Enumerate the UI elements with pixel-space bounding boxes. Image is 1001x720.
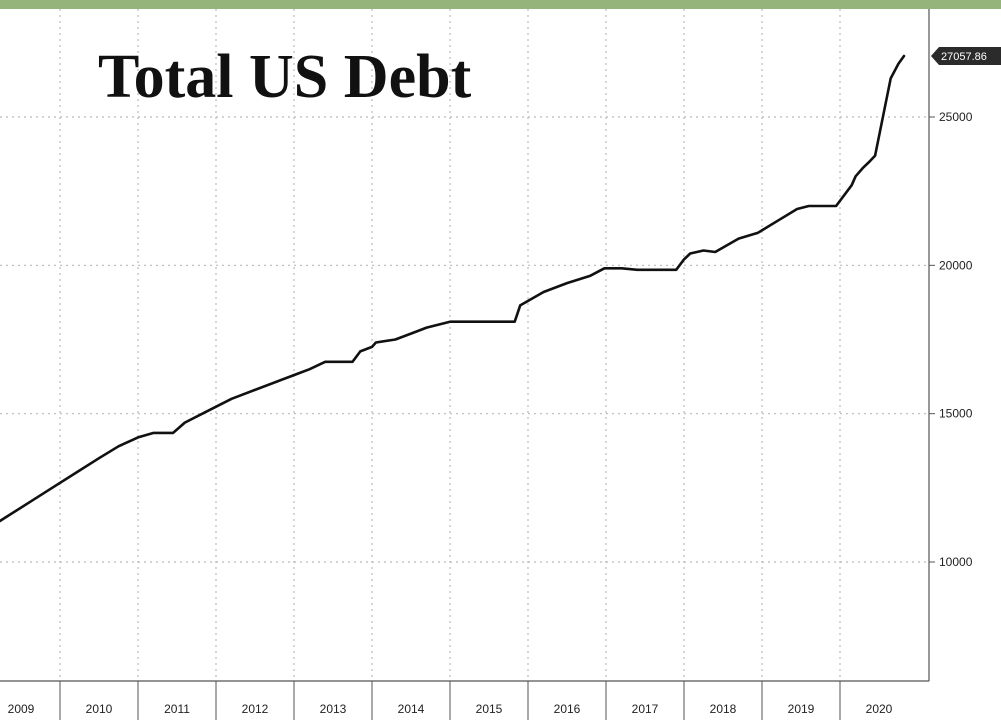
x-tick-label: 2010 bbox=[86, 702, 113, 716]
x-tick-label: 2017 bbox=[632, 702, 659, 716]
last-value-tag: 27057.86 bbox=[931, 46, 1001, 65]
x-tick-label: 2020 bbox=[866, 702, 893, 716]
x-tick-label: 2018 bbox=[710, 702, 737, 716]
axis-layer bbox=[0, 9, 935, 720]
x-tick-label: 2015 bbox=[476, 702, 503, 716]
top-band bbox=[0, 0, 1001, 9]
x-tick-label: 2011 bbox=[164, 702, 190, 716]
x-tick-label: 2013 bbox=[320, 702, 347, 716]
y-tick-label: 15000 bbox=[939, 407, 973, 421]
series-layer bbox=[0, 54, 906, 523]
last-value-label: 27057.86 bbox=[941, 51, 987, 63]
series-line bbox=[0, 54, 906, 523]
y-tick-label: 20000 bbox=[939, 258, 973, 272]
y-tick-label: 25000 bbox=[939, 110, 973, 124]
x-tick-label: 2014 bbox=[398, 702, 425, 716]
x-tick-label: 2016 bbox=[554, 702, 581, 716]
y-tick-labels: 10000 15000 20000 25000 bbox=[939, 110, 973, 569]
x-tick-label: 2019 bbox=[788, 702, 815, 716]
x-tick-labels: 2009 2010 2011 2012 2013 2014 2015 2016 2017 2018… bbox=[8, 702, 893, 716]
chart-title: Total US Debt bbox=[98, 43, 472, 111]
last-value-bg bbox=[931, 46, 1001, 65]
y-tick-label: 10000 bbox=[939, 555, 973, 569]
grid-layer bbox=[0, 9, 929, 681]
x-tick-label: 2012 bbox=[242, 702, 269, 716]
x-tick-label: 2009 bbox=[8, 702, 35, 716]
